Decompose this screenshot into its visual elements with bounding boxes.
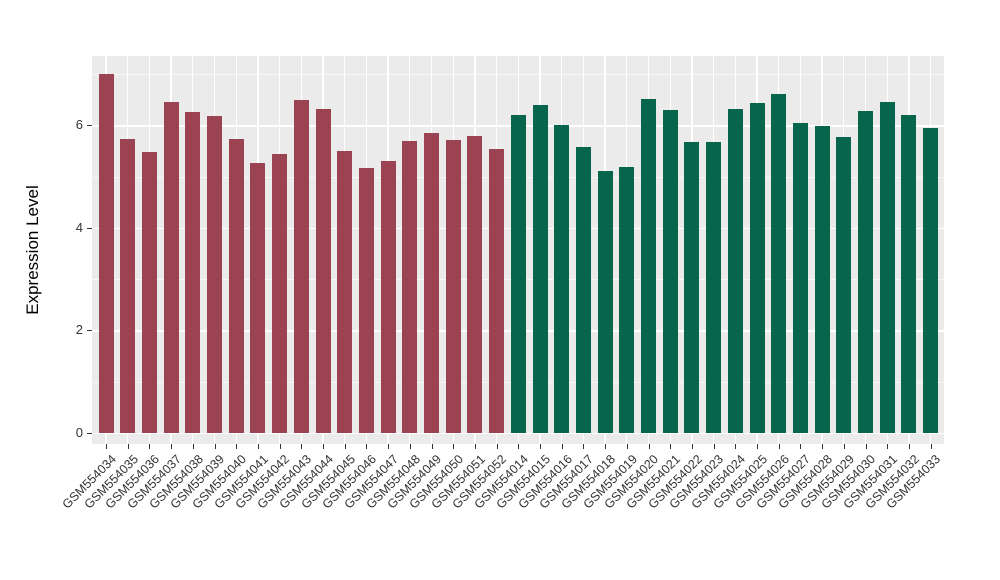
y-tick-mark xyxy=(87,330,92,332)
y-tick-label: 0 xyxy=(75,425,83,440)
bar-GSM554018 xyxy=(597,170,613,433)
x-tick-mark xyxy=(323,444,324,449)
bar-GSM554024 xyxy=(727,109,743,433)
bar-GSM554016 xyxy=(554,125,570,433)
y-tick-label: 6 xyxy=(75,117,83,133)
bar-GSM554041 xyxy=(250,162,266,433)
bar-GSM554042 xyxy=(272,153,288,433)
bar-GSM554047 xyxy=(380,161,396,433)
bar-GSM554048 xyxy=(402,141,418,433)
y-tick-mark xyxy=(87,227,92,229)
bar-GSM554027 xyxy=(792,123,808,433)
bar-GSM554026 xyxy=(771,93,787,433)
x-tick-mark xyxy=(930,444,932,449)
x-tick-mark xyxy=(735,444,737,449)
bar-GSM554037 xyxy=(163,102,179,433)
x-tick-mark xyxy=(626,444,628,449)
bar-GSM554038 xyxy=(185,111,201,433)
bar-GSM554030 xyxy=(858,110,873,433)
x-tick-mark xyxy=(887,444,889,449)
y-axis-title: Expression Level xyxy=(23,185,42,315)
bar-GSM554022 xyxy=(684,141,700,433)
x-tick-mark xyxy=(778,444,780,449)
bar-GSM554032 xyxy=(901,115,917,433)
x-tick-mark xyxy=(800,444,802,449)
x-tick-mark xyxy=(409,444,411,449)
x-tick-mark xyxy=(691,444,693,449)
x-tick-mark xyxy=(453,444,455,449)
bar-GSM554023 xyxy=(706,141,722,433)
x-tick-mark xyxy=(106,444,107,449)
bar-GSM554036 xyxy=(141,151,157,433)
bar-GSM554033 xyxy=(923,127,939,433)
x-tick-mark xyxy=(496,444,498,449)
x-tick-mark xyxy=(149,444,151,449)
bar-GSM554015 xyxy=(532,105,548,433)
x-tick-mark xyxy=(865,444,867,449)
x-tick-mark xyxy=(843,444,845,449)
x-tick-mark xyxy=(670,444,672,449)
y-tick-mark xyxy=(87,125,92,127)
x-tick-mark xyxy=(605,444,607,449)
bar-GSM554050 xyxy=(445,139,461,433)
x-tick-mark xyxy=(822,444,824,449)
bar-GSM554034 xyxy=(98,73,114,433)
x-tick-mark xyxy=(344,444,346,449)
y-tick-label: 4 xyxy=(75,219,83,235)
x-tick-mark xyxy=(214,444,216,449)
bar-GSM554029 xyxy=(836,136,852,433)
x-tick-mark xyxy=(257,444,259,449)
bar-GSM554040 xyxy=(228,139,244,433)
bar-GSM554035 xyxy=(120,139,136,433)
x-tick-mark xyxy=(540,444,541,449)
x-tick-mark xyxy=(561,444,563,449)
x-tick-mark xyxy=(192,444,194,449)
x-tick-mark xyxy=(474,444,476,449)
x-tick-mark xyxy=(171,444,173,449)
bar-GSM554025 xyxy=(749,103,765,433)
x-tick-mark xyxy=(127,444,129,449)
bar-GSM554020 xyxy=(641,98,656,433)
x-tick-mark xyxy=(388,444,390,449)
bar-GSM554019 xyxy=(619,166,635,433)
bar-GSM554028 xyxy=(814,125,830,433)
x-tick-mark xyxy=(301,444,303,449)
x-tick-mark xyxy=(279,444,281,449)
bar-GSM554043 xyxy=(293,99,309,433)
x-tick-mark xyxy=(583,444,585,449)
x-tick-mark xyxy=(713,444,715,449)
x-tick-mark xyxy=(431,444,433,449)
bar-GSM554021 xyxy=(662,110,678,433)
x-tick-mark xyxy=(908,444,910,449)
x-tick-mark xyxy=(236,444,238,449)
x-tick-mark xyxy=(757,444,758,449)
bar-GSM554046 xyxy=(358,167,374,433)
bar-GSM554044 xyxy=(315,108,331,433)
y-tick-label: 2 xyxy=(75,322,83,338)
x-tick-mark xyxy=(366,444,368,449)
y-tick-mark xyxy=(87,433,92,434)
x-tick-mark xyxy=(518,444,520,449)
bar-GSM554017 xyxy=(575,146,591,433)
bar-GSM554039 xyxy=(207,116,222,433)
bar-GSM554051 xyxy=(467,135,483,433)
x-tick-mark xyxy=(648,444,650,449)
bar-GSM554049 xyxy=(424,133,439,433)
bar-GSM554052 xyxy=(489,149,505,433)
bar-GSM554014 xyxy=(510,115,526,433)
bar-GSM554031 xyxy=(879,101,895,433)
bar-GSM554045 xyxy=(337,151,353,433)
